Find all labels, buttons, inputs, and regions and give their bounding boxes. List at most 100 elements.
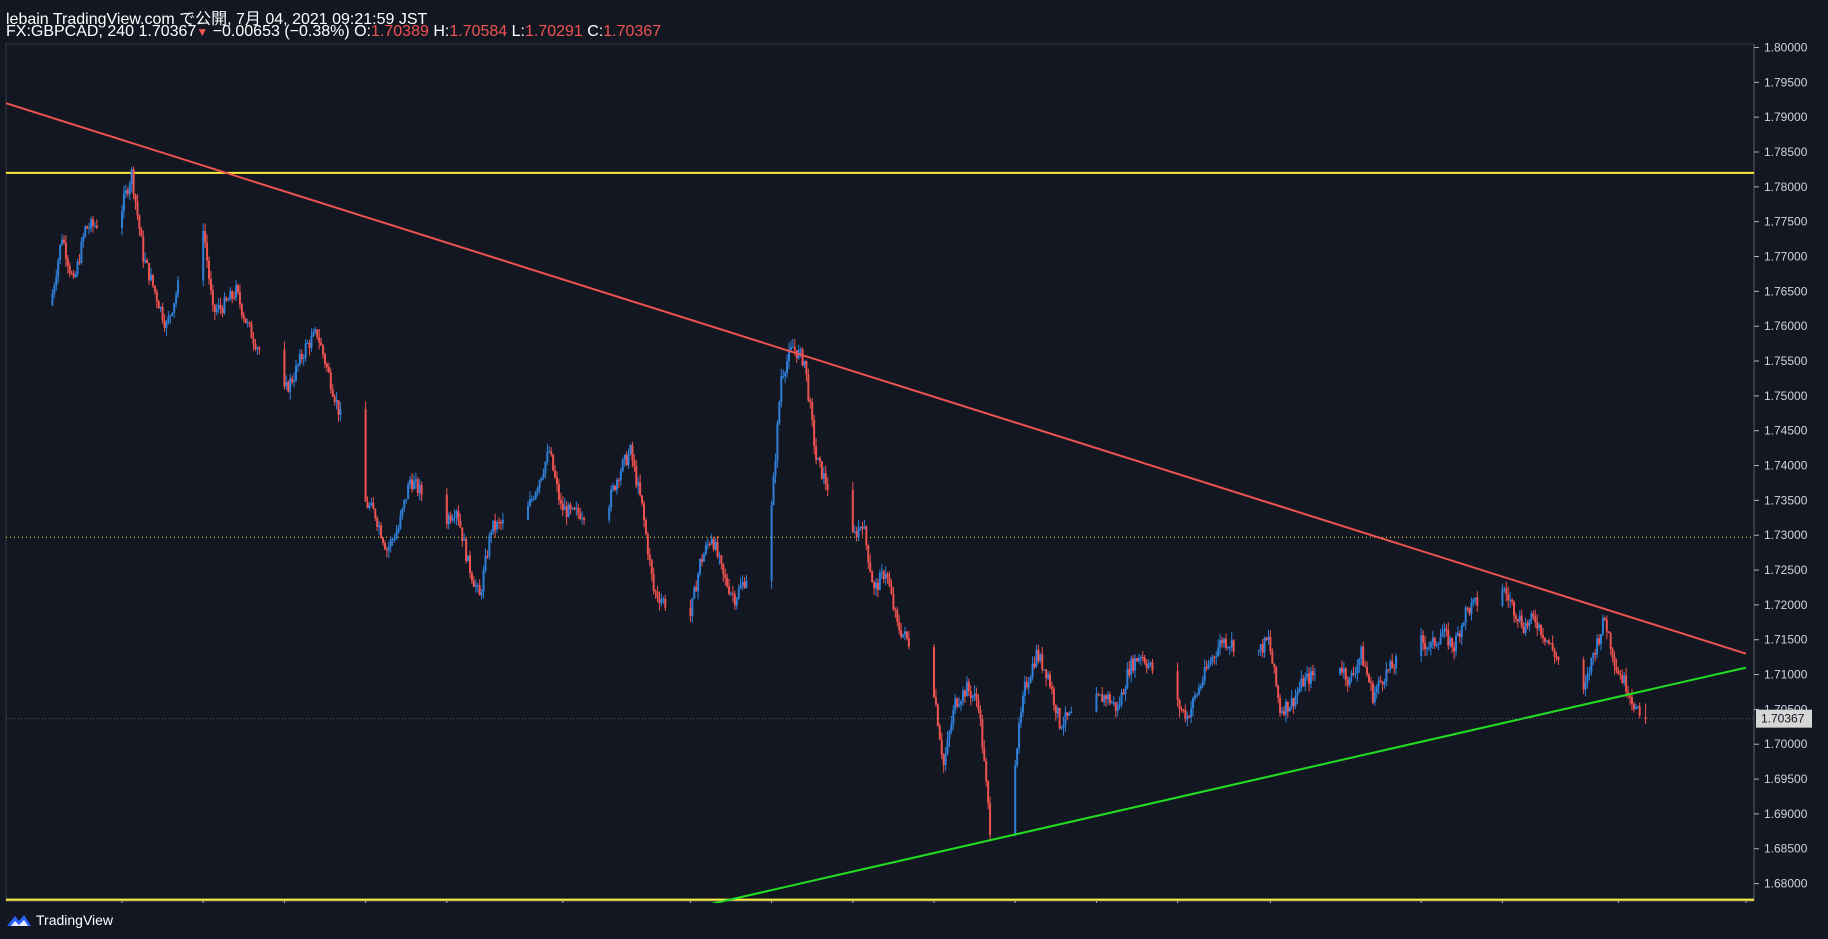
candle-body xyxy=(1596,638,1599,655)
candle-body xyxy=(898,621,901,631)
candle-body xyxy=(946,739,949,754)
candle-body xyxy=(1223,638,1225,644)
candle-body xyxy=(1118,704,1121,707)
candle-body xyxy=(1549,643,1552,645)
candle-body xyxy=(612,485,615,490)
candle-body xyxy=(1339,667,1341,675)
candle-body xyxy=(461,527,464,541)
candle-body xyxy=(853,531,856,533)
candle-body xyxy=(1520,615,1523,627)
candle-body xyxy=(1105,695,1108,699)
candle-body xyxy=(171,312,174,316)
candle-body xyxy=(488,535,491,557)
candle-body xyxy=(223,297,226,314)
price-tick-label: 1.72000 xyxy=(1764,598,1808,612)
candle-body xyxy=(304,343,307,358)
tradingview-brand[interactable]: TradingView xyxy=(6,912,113,928)
candle-body xyxy=(1195,694,1198,696)
candle-body xyxy=(1476,597,1479,606)
candle-body xyxy=(1060,727,1063,729)
candle-body xyxy=(544,461,547,474)
candle-body xyxy=(364,409,367,502)
candle-body xyxy=(248,322,251,324)
candle-body xyxy=(1632,703,1635,710)
candle-body xyxy=(1366,667,1369,675)
candle-body xyxy=(1354,673,1357,675)
candle-body xyxy=(314,329,317,333)
candle-body xyxy=(778,402,781,424)
candle-body xyxy=(411,479,413,490)
candle-body xyxy=(95,225,98,229)
candle-body xyxy=(1451,638,1454,648)
candle-body xyxy=(625,454,628,466)
candle-body xyxy=(1362,646,1365,666)
price-tick-label: 1.69000 xyxy=(1764,807,1808,821)
candles xyxy=(51,166,1647,842)
candle-body xyxy=(1538,624,1541,629)
candle-body xyxy=(459,520,462,528)
candle-body xyxy=(157,301,160,309)
candle-body xyxy=(237,285,239,293)
plot-area[interactable] xyxy=(5,43,1755,902)
candle-body xyxy=(289,378,292,392)
candle-body xyxy=(1029,677,1032,683)
candle-body xyxy=(1021,695,1024,713)
candle-body xyxy=(1600,633,1602,644)
footer: TradingView xyxy=(0,903,1828,939)
candle-body xyxy=(1120,692,1123,705)
candle-body xyxy=(1429,642,1432,648)
candle-body xyxy=(542,473,545,478)
price-tick-label: 1.77000 xyxy=(1764,250,1808,264)
symbol-name[interactable]: FX:GBPCAD, 240 xyxy=(6,23,135,40)
candle-body xyxy=(1052,688,1055,705)
candle-body xyxy=(295,365,297,381)
candle-body xyxy=(1211,656,1214,662)
candle-body xyxy=(809,400,812,403)
candle-body xyxy=(1033,663,1036,667)
candle-body xyxy=(776,423,779,462)
candle-body xyxy=(1306,673,1309,678)
horizontal-lines xyxy=(6,171,1754,901)
candle-body xyxy=(287,382,290,392)
candle-body xyxy=(498,521,500,523)
candle-body xyxy=(1043,669,1046,671)
candle-body xyxy=(84,226,87,237)
candle-body xyxy=(1377,680,1380,688)
price-axis[interactable]: 1.80000 1.79500 1.79000 1.78500 1.78000 1.775… xyxy=(1754,40,1808,891)
candle-body xyxy=(1217,647,1220,657)
candle-body xyxy=(1427,647,1430,649)
candle-body xyxy=(1226,647,1229,649)
candle-body xyxy=(1509,599,1512,601)
candle-body xyxy=(1420,635,1423,657)
candle-body xyxy=(1381,681,1384,685)
candle-body xyxy=(405,499,408,501)
candle-body xyxy=(298,353,301,365)
candle-body xyxy=(391,539,394,541)
candle-body xyxy=(1456,633,1459,636)
candle-body xyxy=(325,363,328,367)
candle-body xyxy=(122,193,125,212)
candle-body xyxy=(1507,594,1510,601)
candle-body xyxy=(1269,636,1272,652)
candle-body xyxy=(1609,633,1612,649)
candle-body xyxy=(1607,631,1610,634)
candle-body xyxy=(890,586,893,594)
candle-body xyxy=(1259,644,1262,651)
candle-body xyxy=(329,372,332,390)
candle-body xyxy=(1383,681,1386,685)
candle-body xyxy=(1551,643,1554,651)
candle-body xyxy=(610,489,613,508)
candle-body xyxy=(979,709,982,719)
candle-body xyxy=(818,457,821,462)
candle-body xyxy=(1557,657,1560,661)
candle-body xyxy=(312,332,315,337)
candle-body xyxy=(1431,637,1434,643)
candle-body xyxy=(770,504,773,581)
price-chart[interactable]: 1.80000 1.79500 1.79000 1.78500 1.78000 1.775… xyxy=(0,0,1828,903)
candle-body xyxy=(318,337,321,343)
candle-body xyxy=(695,587,698,592)
candle-body xyxy=(1197,688,1200,695)
candle-body xyxy=(735,598,738,606)
candle-body xyxy=(567,504,570,518)
time-axis[interactable]: 223月815224月1219265月1017246月14217月12 xyxy=(115,901,1753,903)
